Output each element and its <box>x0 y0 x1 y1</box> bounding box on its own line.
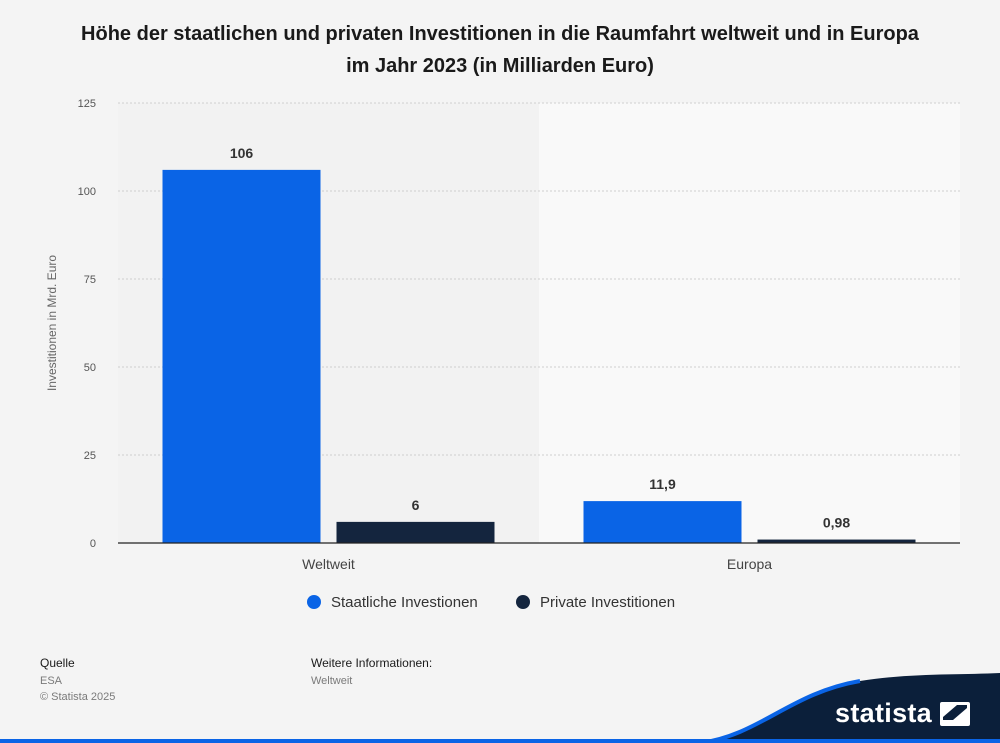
bar <box>757 539 916 543</box>
footer-wave <box>0 673 1000 743</box>
copyright: © Statista 2025 <box>40 691 116 703</box>
y-tick-label: 50 <box>84 362 96 374</box>
source-value[interactable]: ESA <box>40 675 63 687</box>
statista-wordmark: statista <box>835 698 932 728</box>
legend-label: Staatliche Investionen <box>331 594 478 611</box>
statista-logo[interactable]: statista <box>835 698 970 729</box>
legend-marker <box>307 595 321 609</box>
legend-marker <box>516 595 530 609</box>
bar <box>583 501 742 543</box>
info-value: Weltweit <box>311 675 353 687</box>
legend-label: Private Investitionen <box>540 594 675 611</box>
info-heading: Weitere Informationen: <box>311 656 433 670</box>
data-label: 11,9 <box>649 476 676 492</box>
data-label: 0,98 <box>823 515 850 531</box>
category-band <box>539 103 960 543</box>
statista-logo-icon <box>940 701 970 726</box>
x-tick-label: Weltweit <box>302 556 355 572</box>
bar-chart: 0 25 50 75 100 125 Investitionen in Mrd. Euro 1… <box>45 98 960 611</box>
y-tick-label: 0 <box>90 538 96 550</box>
source-heading: Quelle <box>40 656 75 670</box>
y-tick-label: 125 <box>78 98 96 110</box>
bar <box>336 521 495 543</box>
data-label: 6 <box>412 497 420 513</box>
chart-title: Höhe der staatlichen und privaten Invest… <box>81 23 919 77</box>
y-tick-label: 75 <box>84 274 96 286</box>
bar <box>162 169 321 543</box>
data-label: 106 <box>230 145 254 161</box>
y-tick-label: 100 <box>78 186 96 198</box>
y-tick-label: 25 <box>84 450 96 462</box>
x-tick-label: Europa <box>727 556 772 572</box>
y-axis-label: Investitionen in Mrd. Euro <box>45 255 59 391</box>
